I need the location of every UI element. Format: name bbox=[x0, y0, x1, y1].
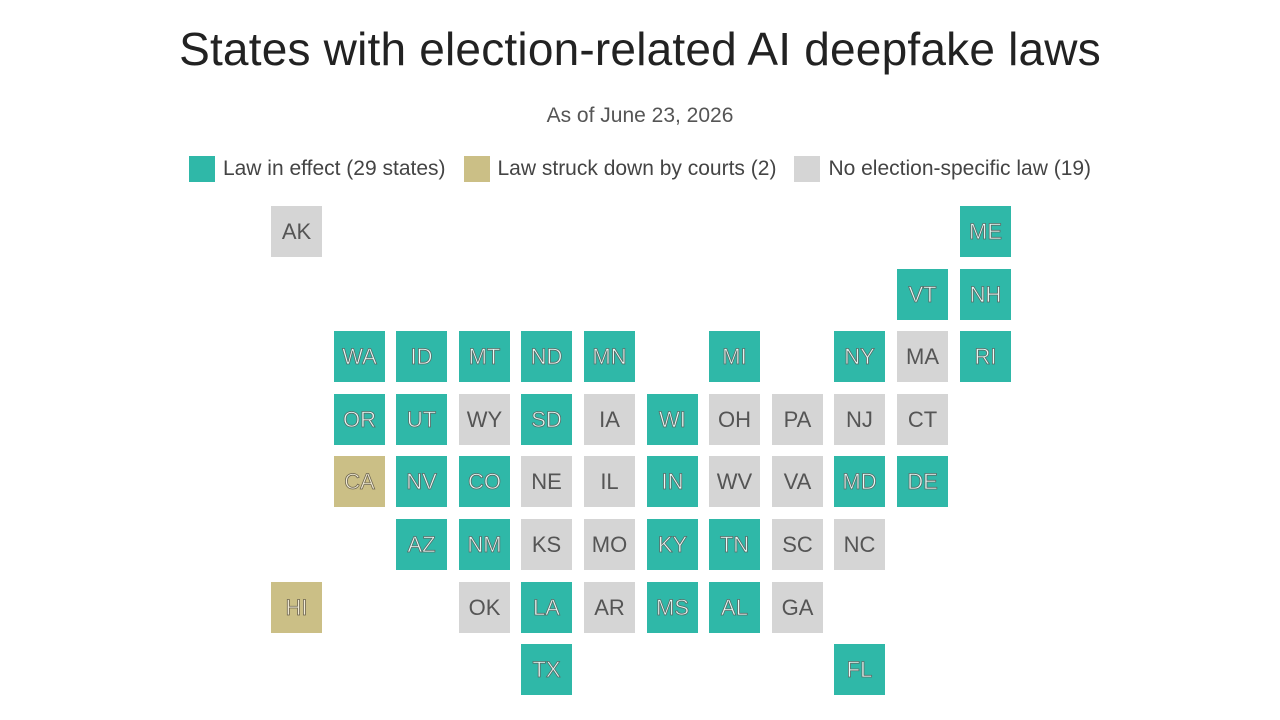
state-tile-ar: AR bbox=[584, 582, 635, 633]
state-tile-fl: FL bbox=[834, 644, 885, 695]
state-tile-nv: NV bbox=[396, 456, 447, 507]
legend-swatch-effect bbox=[188, 156, 215, 182]
state-tile-tx: TX bbox=[521, 644, 572, 695]
state-tile-ia: IA bbox=[584, 394, 635, 445]
chart-subtitle: As of June 23, 2026 bbox=[546, 104, 734, 127]
state-tile-ks: KS bbox=[521, 519, 572, 570]
state-tile-ms: MS bbox=[647, 582, 698, 633]
legend-item-none: No election-specific law (19) bbox=[794, 156, 1091, 182]
state-tile-ct: CT bbox=[897, 394, 948, 445]
state-tile-va: VA bbox=[772, 456, 823, 507]
state-tile-ok: OK bbox=[459, 582, 510, 633]
state-tile-ca: CA bbox=[334, 456, 385, 507]
state-tile-me: ME bbox=[960, 206, 1011, 257]
state-tile-or: OR bbox=[334, 394, 385, 445]
state-tile-mn: MN bbox=[584, 331, 635, 382]
state-tile-tn: TN bbox=[709, 519, 760, 570]
state-tile-md: MD bbox=[834, 456, 885, 507]
state-tile-ri: RI bbox=[960, 331, 1011, 382]
state-tile-wa: WA bbox=[334, 331, 385, 382]
state-tile-nc: NC bbox=[834, 519, 885, 570]
state-tile-in: IN bbox=[647, 456, 698, 507]
state-tile-id: ID bbox=[396, 331, 447, 382]
state-tile-ma: MA bbox=[897, 331, 948, 382]
state-tile-ga: GA bbox=[772, 582, 823, 633]
legend-item-effect: Law in effect (29 states) bbox=[188, 156, 446, 182]
state-tile-la: LA bbox=[521, 582, 572, 633]
state-tile-wy: WY bbox=[459, 394, 510, 445]
state-tile-mt: MT bbox=[459, 331, 510, 382]
state-tile-oh: OH bbox=[709, 394, 760, 445]
state-tile-vt: VT bbox=[897, 269, 948, 320]
state-tile-ut: UT bbox=[396, 394, 447, 445]
state-tile-ky: KY bbox=[647, 519, 698, 570]
legend-swatch-none bbox=[794, 156, 821, 182]
state-tile-wv: WV bbox=[709, 456, 760, 507]
state-tile-il: IL bbox=[584, 456, 635, 507]
state-tile-wi: WI bbox=[647, 394, 698, 445]
state-tile-ny: NY bbox=[834, 331, 885, 382]
legend-label-effect: Law in effect (29 states) bbox=[222, 157, 446, 180]
state-tile-de: DE bbox=[897, 456, 948, 507]
state-tile-nm: NM bbox=[459, 519, 510, 570]
state-tile-az: AZ bbox=[396, 519, 447, 570]
legend-item-struck: Law struck down by courts (2) bbox=[463, 156, 777, 182]
state-tile-nh: NH bbox=[960, 269, 1011, 320]
state-tile-nj: NJ bbox=[834, 394, 885, 445]
legend-swatch-struck bbox=[463, 156, 490, 182]
state-tile-hi: HI bbox=[271, 582, 322, 633]
state-tile-co: CO bbox=[459, 456, 510, 507]
legend: Law in effect (29 states) Law struck dow… bbox=[0, 156, 1280, 182]
chart-title: States with election-related AI deepfake… bbox=[179, 23, 1101, 75]
state-tile-ne: NE bbox=[521, 456, 572, 507]
state-tile-mi: MI bbox=[709, 331, 760, 382]
state-tile-ak: AK bbox=[271, 206, 322, 257]
state-tile-mo: MO bbox=[584, 519, 635, 570]
state-tile-al: AL bbox=[709, 582, 760, 633]
state-tile-nd: ND bbox=[521, 331, 572, 382]
legend-label-struck: Law struck down by courts (2) bbox=[497, 157, 777, 180]
legend-label-none: No election-specific law (19) bbox=[828, 157, 1092, 180]
state-tile-pa: PA bbox=[772, 394, 823, 445]
state-tile-sd: SD bbox=[521, 394, 572, 445]
state-tile-sc: SC bbox=[772, 519, 823, 570]
